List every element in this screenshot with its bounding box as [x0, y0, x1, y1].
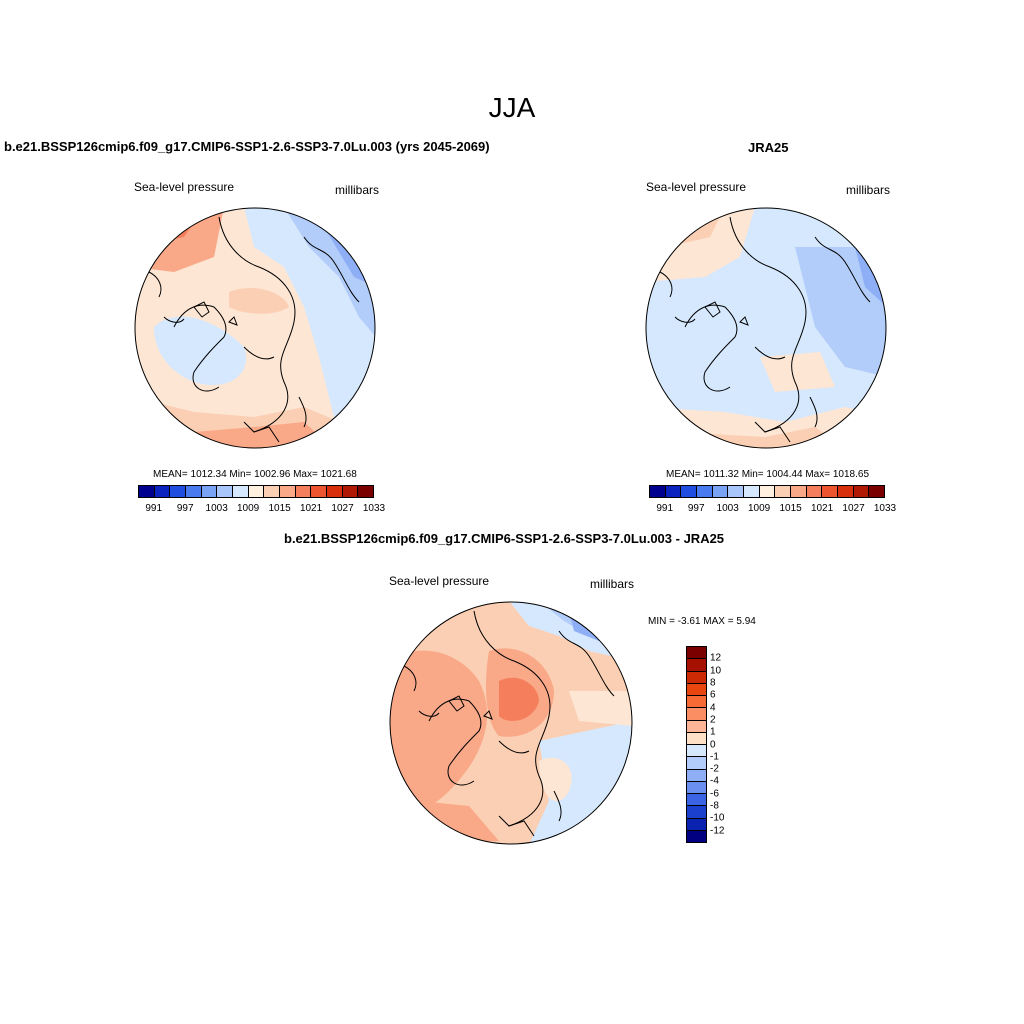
colorbar-box — [139, 486, 155, 497]
model-units-label: millibars — [335, 183, 380, 197]
colorbar-box — [838, 486, 854, 497]
colorbar-tick-label: 1027 — [842, 503, 865, 514]
colorbar-box — [295, 486, 312, 497]
model-variable-label: Sea-level pressure — [134, 180, 235, 194]
obs-panel-title: JRA25 — [748, 140, 789, 155]
colorbar-box — [687, 683, 706, 696]
diff-polar-map — [389, 601, 633, 845]
colorbar-box — [170, 486, 187, 497]
colorbar-box — [687, 745, 706, 758]
model-polar-map — [134, 207, 376, 449]
model-stats: MEAN= 1012.34 Min= 1002.96 Max= 1021.68 — [153, 469, 357, 480]
colorbar-box — [201, 486, 218, 497]
colorbar-box — [687, 794, 706, 807]
season-title: JJA — [488, 92, 536, 123]
colorbar-tick-label: -1 — [710, 751, 719, 763]
colorbar-box — [217, 486, 234, 497]
colorbar-tick-label: -12 — [710, 825, 725, 837]
colorbar-tick-label: 1015 — [268, 503, 291, 514]
colorbar-tick-label: 1021 — [810, 503, 834, 514]
colorbar-tick-label: 1 — [710, 726, 716, 738]
colorbar-tick-label: 1015 — [779, 503, 802, 514]
colorbar-tick-label: 0 — [710, 739, 716, 750]
obs-variable-label: Sea-level pressure — [646, 180, 747, 194]
colorbar-box — [728, 486, 745, 497]
colorbar-tick-label: 991 — [145, 503, 163, 514]
colorbar-box — [697, 486, 713, 497]
colorbar-box — [687, 647, 706, 660]
colorbar-tick-label: -4 — [710, 775, 719, 787]
colorbar-box — [342, 486, 359, 497]
colorbar-tick-label: 1033 — [873, 503, 897, 514]
diff-colorbar — [686, 646, 707, 843]
colorbar-tick-label: 997 — [176, 503, 194, 514]
obs-polar-map — [645, 207, 887, 449]
colorbar-box — [687, 708, 706, 721]
colorbar-box — [806, 486, 823, 497]
colorbar-box — [650, 486, 666, 497]
colorbar-box — [687, 757, 706, 770]
colorbar-box — [744, 486, 760, 497]
colorbar-tick-label: -6 — [710, 788, 719, 800]
colorbar-box — [280, 486, 296, 497]
obs-stats: MEAN= 1011.32 Min= 1004.44 Max= 1018.65 — [666, 469, 870, 480]
colorbar-box — [869, 486, 885, 497]
colorbar-box — [687, 732, 706, 745]
colorbar-tick-label: 1003 — [716, 503, 739, 514]
colorbar-box — [687, 769, 706, 782]
colorbar-box — [186, 486, 202, 497]
colorbar-box — [853, 486, 870, 497]
colorbar-tick-label: 2 — [710, 714, 716, 726]
colorbar-tick-label: 991 — [656, 503, 674, 514]
colorbar-box — [687, 806, 706, 819]
colorbar-tick-label: 1009 — [748, 503, 771, 514]
colorbar-tick-label: 10 — [710, 665, 722, 677]
colorbar-box — [759, 486, 776, 497]
colorbar-box — [687, 781, 706, 794]
model-colorbar-ticks: 991 997 1003 1009 1015 1021 1027 1033 — [138, 503, 385, 515]
obs-colorbar — [649, 485, 885, 498]
colorbar-tick-label: 4 — [710, 702, 716, 714]
colorbar-box — [358, 486, 374, 497]
colorbar-box — [264, 486, 281, 497]
diff-panel-title: b.e21.BSSP126cmip6.f09_g17.CMIP6-SSP1-2.… — [284, 531, 725, 546]
obs-units-label: millibars — [846, 183, 891, 197]
diff-stats: MIN = -3.61 MAX = 5.94 — [648, 616, 756, 627]
colorbar-tick-label: -10 — [710, 812, 725, 824]
colorbar-box — [791, 486, 807, 497]
colorbar-tick-label: -2 — [710, 763, 719, 775]
colorbar-box — [687, 659, 706, 672]
colorbar-box — [681, 486, 698, 497]
colorbar-box — [775, 486, 792, 497]
colorbar-box — [822, 486, 839, 497]
colorbar-box — [311, 486, 328, 497]
model-panel-title: b.e21.BSSP126cmip6.f09_g17.CMIP6-SSP1-2.… — [4, 139, 490, 154]
colorbar-box — [687, 671, 706, 684]
colorbar-box — [687, 696, 706, 709]
colorbar-box — [248, 486, 265, 497]
diff-colorbar-ticks: 12 10 8 6 4 2 1 0 -1 -2 -4 -6 -8 -10 -12 — [710, 646, 740, 843]
colorbar-tick-label: 1033 — [362, 503, 386, 514]
diff-units-label: millibars — [590, 577, 635, 591]
colorbar-box — [154, 486, 171, 497]
model-colorbar — [138, 485, 374, 498]
diff-variable-label: Sea-level pressure — [389, 574, 490, 588]
colorbar-tick-label: 6 — [710, 689, 716, 701]
colorbar-tick-label: 997 — [687, 503, 705, 514]
colorbar-tick-label: 8 — [710, 677, 716, 689]
colorbar-box — [233, 486, 249, 497]
colorbar-box — [665, 486, 682, 497]
colorbar-tick-label: -8 — [710, 800, 719, 812]
colorbar-box — [327, 486, 343, 497]
colorbar-tick-label: 12 — [710, 652, 722, 664]
colorbar-box — [712, 486, 729, 497]
colorbar-tick-label: 1003 — [205, 503, 228, 514]
colorbar-tick-label: 1027 — [331, 503, 354, 514]
colorbar-tick-label: 1021 — [299, 503, 323, 514]
colorbar-box — [687, 720, 706, 733]
colorbar-box — [687, 818, 706, 831]
obs-colorbar-ticks: 991 997 1003 1009 1015 1021 1027 1033 — [649, 503, 896, 515]
colorbar-box — [687, 830, 706, 842]
colorbar-tick-label: 1009 — [237, 503, 260, 514]
